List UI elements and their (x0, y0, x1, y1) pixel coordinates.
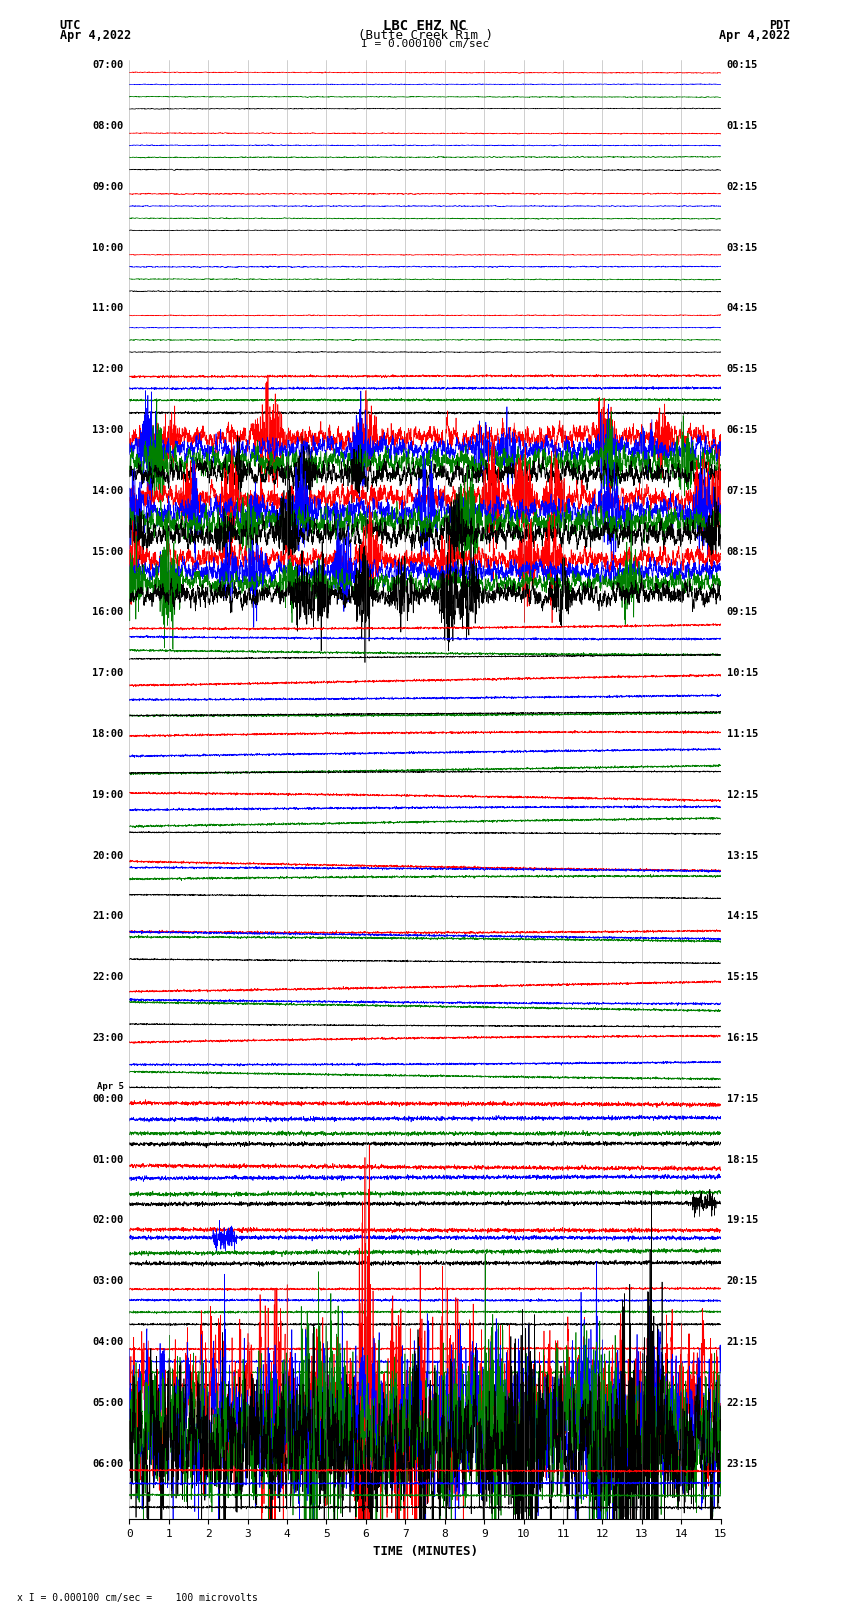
Text: 16:15: 16:15 (727, 1032, 758, 1044)
Text: 01:00: 01:00 (92, 1155, 123, 1165)
Text: 06:15: 06:15 (727, 424, 758, 436)
Text: 04:15: 04:15 (727, 303, 758, 313)
Text: UTC: UTC (60, 19, 81, 32)
Text: 11:15: 11:15 (727, 729, 758, 739)
Text: 21:15: 21:15 (727, 1337, 758, 1347)
Text: LBC EHZ NC: LBC EHZ NC (383, 19, 467, 34)
Text: I = 0.000100 cm/sec: I = 0.000100 cm/sec (361, 39, 489, 48)
Text: (Butte Creek Rim ): (Butte Creek Rim ) (358, 29, 492, 42)
Text: 02:00: 02:00 (92, 1215, 123, 1226)
Text: 08:15: 08:15 (727, 547, 758, 556)
Text: 09:00: 09:00 (92, 182, 123, 192)
Text: 00:15: 00:15 (727, 60, 758, 69)
Text: 14:15: 14:15 (727, 911, 758, 921)
Text: Apr 4,2022: Apr 4,2022 (719, 29, 791, 42)
Text: 10:15: 10:15 (727, 668, 758, 677)
Text: 13:15: 13:15 (727, 850, 758, 861)
Text: 05:00: 05:00 (92, 1398, 123, 1408)
Text: 23:15: 23:15 (727, 1458, 758, 1468)
Text: 03:00: 03:00 (92, 1276, 123, 1286)
Text: 23:00: 23:00 (92, 1032, 123, 1044)
Text: 15:00: 15:00 (92, 547, 123, 556)
Text: 19:00: 19:00 (92, 790, 123, 800)
Text: 07:00: 07:00 (92, 60, 123, 69)
Text: 13:00: 13:00 (92, 424, 123, 436)
Text: 16:00: 16:00 (92, 608, 123, 618)
Text: 21:00: 21:00 (92, 911, 123, 921)
Text: 18:15: 18:15 (727, 1155, 758, 1165)
Text: 17:15: 17:15 (727, 1094, 758, 1103)
Text: 00:00: 00:00 (92, 1094, 123, 1103)
Text: 01:15: 01:15 (727, 121, 758, 131)
Text: 11:00: 11:00 (92, 303, 123, 313)
Text: 17:00: 17:00 (92, 668, 123, 677)
Text: 14:00: 14:00 (92, 486, 123, 495)
Text: PDT: PDT (769, 19, 790, 32)
Text: 02:15: 02:15 (727, 182, 758, 192)
Text: 06:00: 06:00 (92, 1458, 123, 1468)
Text: 18:00: 18:00 (92, 729, 123, 739)
Text: 19:15: 19:15 (727, 1215, 758, 1226)
X-axis label: TIME (MINUTES): TIME (MINUTES) (372, 1545, 478, 1558)
Text: 04:00: 04:00 (92, 1337, 123, 1347)
Text: 15:15: 15:15 (727, 973, 758, 982)
Text: 10:00: 10:00 (92, 242, 123, 253)
Text: 05:15: 05:15 (727, 365, 758, 374)
Text: 22:15: 22:15 (727, 1398, 758, 1408)
Text: 12:00: 12:00 (92, 365, 123, 374)
Text: Apr 5: Apr 5 (97, 1082, 123, 1090)
Text: x I = 0.000100 cm/sec =    100 microvolts: x I = 0.000100 cm/sec = 100 microvolts (17, 1594, 258, 1603)
Text: 20:15: 20:15 (727, 1276, 758, 1286)
Text: Apr 4,2022: Apr 4,2022 (60, 29, 131, 42)
Text: 07:15: 07:15 (727, 486, 758, 495)
Text: 20:00: 20:00 (92, 850, 123, 861)
Text: 08:00: 08:00 (92, 121, 123, 131)
Text: 03:15: 03:15 (727, 242, 758, 253)
Text: 12:15: 12:15 (727, 790, 758, 800)
Text: 09:15: 09:15 (727, 608, 758, 618)
Text: 22:00: 22:00 (92, 973, 123, 982)
